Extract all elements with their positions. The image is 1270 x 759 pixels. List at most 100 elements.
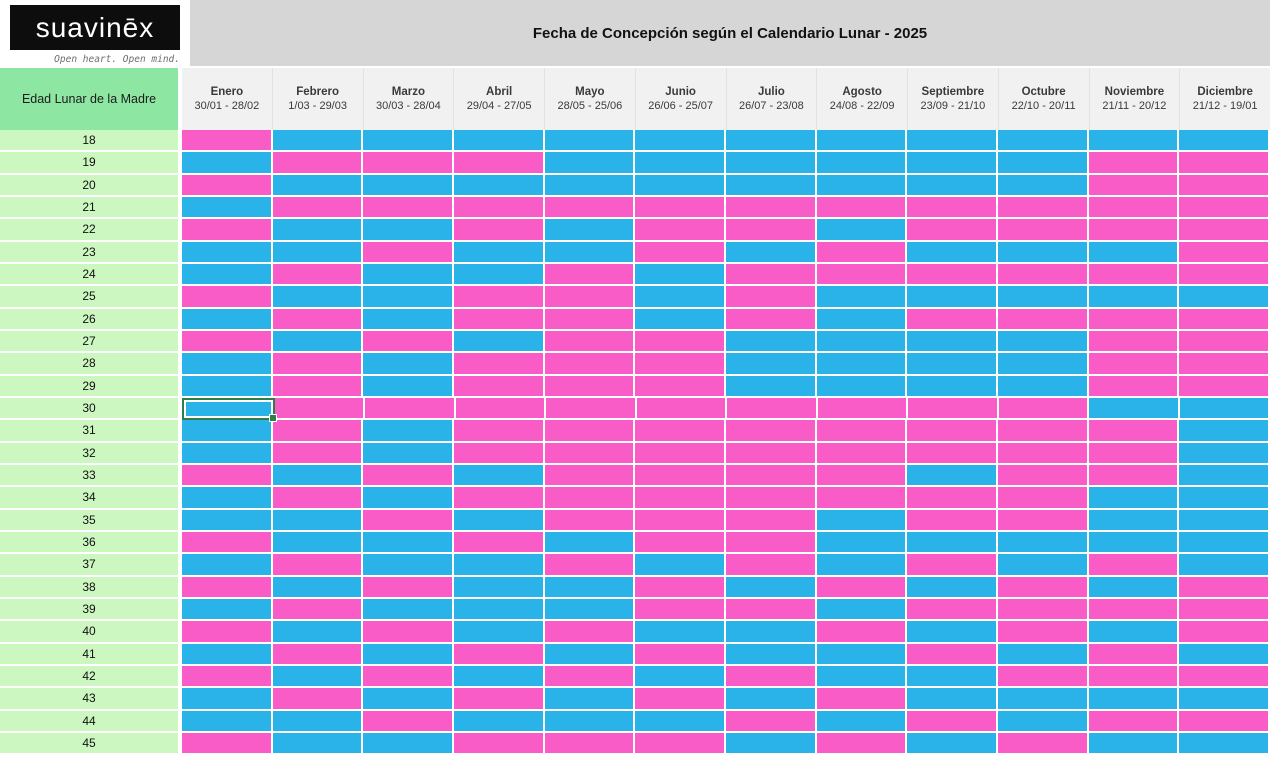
grid-cell[interactable] [1179, 576, 1270, 599]
grid-cell[interactable] [1088, 330, 1180, 354]
age-cell[interactable]: 42 [0, 665, 182, 689]
grid-cell[interactable] [272, 598, 364, 622]
age-cell[interactable]: 31 [0, 420, 182, 443]
grid-cell[interactable] [1179, 420, 1270, 443]
grid-cell[interactable] [544, 598, 636, 622]
grid-cell[interactable] [726, 330, 817, 354]
grid-cell[interactable] [1179, 732, 1270, 756]
grid-cell[interactable] [998, 353, 1089, 376]
grid-cell[interactable] [454, 732, 545, 756]
grid-cell[interactable] [363, 263, 455, 287]
grid-cell[interactable] [816, 665, 908, 689]
grid-cell[interactable] [272, 196, 364, 220]
grid-cell[interactable] [272, 576, 364, 599]
grid-cell[interactable] [1179, 219, 1270, 242]
age-cell[interactable]: 29 [0, 375, 182, 398]
grid-cell[interactable] [363, 308, 455, 331]
month-header-cell[interactable]: Mayo 28/05 - 25/06 [545, 68, 636, 130]
grid-cell[interactable] [182, 375, 273, 398]
grid-cell[interactable] [544, 531, 636, 555]
grid-cell[interactable] [1179, 263, 1270, 287]
grid-cell[interactable] [816, 241, 908, 264]
grid-cell[interactable] [1088, 174, 1180, 197]
grid-cell[interactable] [635, 732, 727, 756]
selected-cell[interactable] [182, 397, 276, 423]
grid-cell[interactable] [182, 643, 273, 666]
grid-cell[interactable] [544, 196, 636, 220]
grid-cell[interactable] [635, 241, 727, 264]
grid-cell[interactable] [1088, 219, 1180, 242]
grid-cell[interactable] [272, 643, 364, 666]
grid-cell[interactable] [1179, 241, 1270, 264]
grid-cell[interactable] [544, 174, 636, 197]
grid-cell[interactable] [1179, 710, 1270, 733]
grid-cell[interactable] [907, 286, 999, 309]
grid-cell[interactable] [454, 219, 545, 242]
grid-cell[interactable] [182, 554, 273, 577]
grid-cell[interactable] [363, 509, 455, 532]
grid-cell[interactable] [907, 308, 999, 331]
grid-cell[interactable] [907, 241, 999, 264]
grid-cell[interactable] [907, 531, 999, 555]
grid-cell[interactable] [1088, 442, 1180, 465]
grid-cell[interactable] [363, 219, 455, 242]
grid-cell[interactable] [816, 174, 908, 197]
grid-cell[interactable] [727, 397, 818, 421]
grid-cell[interactable] [454, 576, 545, 599]
corner-header-cell[interactable]: Edad Lunar de la Madre [0, 68, 182, 130]
grid-cell[interactable] [454, 286, 545, 309]
grid-cell[interactable] [1088, 554, 1180, 577]
grid-cell[interactable] [182, 241, 273, 264]
grid-cell[interactable] [1179, 554, 1270, 577]
grid-cell[interactable] [182, 688, 273, 711]
grid-cell[interactable] [272, 241, 364, 264]
grid-cell[interactable] [272, 665, 364, 689]
grid-cell[interactable] [363, 375, 455, 398]
grid-cell[interactable] [635, 196, 727, 220]
grid-cell[interactable] [454, 621, 545, 644]
grid-cell[interactable] [998, 196, 1089, 220]
grid-cell[interactable] [363, 643, 455, 666]
grid-cell[interactable] [1088, 286, 1180, 309]
month-header-cell[interactable]: Diciembre 21/12 - 19/01 [1180, 68, 1270, 130]
grid-cell[interactable] [1088, 464, 1180, 488]
grid-cell[interactable] [907, 509, 999, 532]
grid-cell[interactable] [726, 688, 817, 711]
grid-cell[interactable] [454, 509, 545, 532]
grid-cell[interactable] [998, 263, 1089, 287]
grid-cell[interactable] [907, 665, 999, 689]
month-header-cell[interactable]: Noviembre 21/11 - 20/12 [1089, 68, 1181, 130]
grid-cell[interactable] [363, 130, 455, 153]
grid-cell[interactable] [998, 130, 1089, 153]
grid-cell[interactable] [907, 576, 999, 599]
grid-cell[interactable] [816, 330, 908, 354]
grid-cell[interactable] [998, 554, 1089, 577]
grid-cell[interactable] [635, 308, 727, 331]
grid-cell[interactable] [908, 397, 999, 421]
age-cell[interactable]: 45 [0, 732, 182, 756]
grid-cell[interactable] [544, 219, 636, 242]
grid-cell[interactable] [182, 196, 273, 220]
grid-cell[interactable] [998, 464, 1089, 488]
grid-cell[interactable] [907, 353, 999, 376]
grid-cell[interactable] [454, 464, 545, 488]
grid-cell[interactable] [816, 576, 908, 599]
month-header-cell[interactable]: Abril 29/04 - 27/05 [454, 68, 545, 130]
grid-cell[interactable] [1179, 308, 1270, 331]
grid-cell[interactable] [1088, 375, 1180, 398]
grid-cell[interactable] [998, 665, 1089, 689]
grid-cell[interactable] [635, 286, 727, 309]
month-header-cell[interactable]: Junio 26/06 - 25/07 [635, 68, 727, 130]
grid-cell[interactable] [726, 732, 817, 756]
grid-cell[interactable] [272, 554, 364, 577]
age-cell[interactable]: 30 [0, 397, 182, 421]
grid-cell[interactable] [635, 665, 727, 689]
grid-cell[interactable] [635, 174, 727, 197]
grid-cell[interactable] [726, 196, 817, 220]
grid-cell[interactable] [1088, 576, 1180, 599]
grid-cell[interactable] [544, 263, 636, 287]
grid-cell[interactable] [363, 487, 455, 510]
grid-cell[interactable] [998, 732, 1089, 756]
grid-cell[interactable] [816, 353, 908, 376]
grid-cell[interactable] [363, 420, 455, 443]
